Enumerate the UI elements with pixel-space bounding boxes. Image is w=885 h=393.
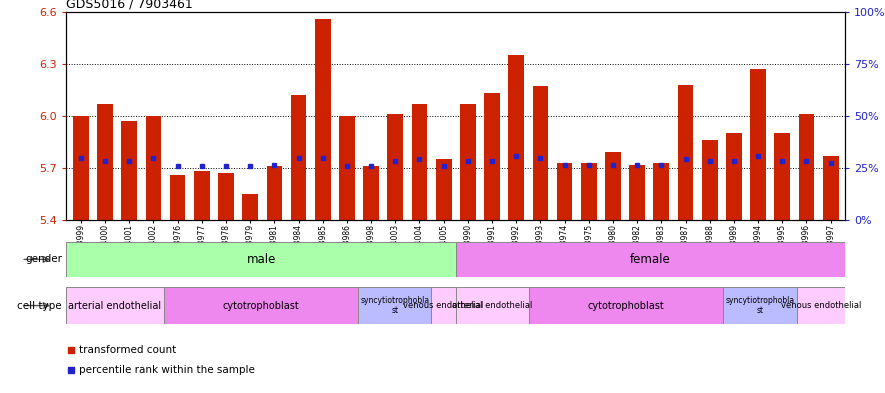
Bar [363, 166, 379, 220]
Bar [581, 163, 596, 220]
Text: gender: gender [25, 254, 62, 264]
Bar [431, 287, 456, 324]
Bar [533, 86, 549, 220]
Bar [170, 175, 186, 220]
Text: percentile rank within the sample: percentile rank within the sample [79, 365, 255, 375]
Text: syncytiotrophobla
st: syncytiotrophobla st [360, 296, 429, 315]
Bar [266, 166, 282, 220]
Bar [290, 95, 306, 220]
Text: venous endothelial: venous endothelial [404, 301, 484, 310]
Bar [164, 287, 358, 324]
Bar [121, 121, 137, 220]
Bar [798, 114, 814, 220]
Text: venous endothelial: venous endothelial [781, 301, 861, 310]
Text: female: female [630, 253, 671, 266]
Bar [557, 163, 573, 220]
Bar [339, 116, 355, 220]
Text: cytotrophoblast: cytotrophoblast [588, 301, 665, 310]
Bar [194, 171, 210, 220]
Bar [97, 104, 113, 220]
Bar [66, 242, 456, 277]
Bar [724, 287, 796, 324]
Bar [702, 140, 718, 220]
Bar [823, 156, 838, 220]
Bar [796, 287, 845, 324]
Bar [508, 55, 524, 220]
Bar [605, 152, 621, 220]
Bar [358, 287, 431, 324]
Bar [456, 242, 845, 277]
Bar [653, 163, 669, 220]
Bar [73, 116, 88, 220]
Text: arterial endothelial: arterial endothelial [452, 301, 533, 310]
Text: cell type: cell type [18, 301, 62, 310]
Text: male: male [246, 253, 276, 266]
Bar [456, 287, 528, 324]
Bar [460, 104, 476, 220]
Bar [315, 19, 331, 220]
Text: arterial endothelial: arterial endothelial [68, 301, 162, 310]
Bar [435, 159, 451, 220]
Bar [388, 114, 404, 220]
Bar [66, 287, 164, 324]
Text: cytotrophoblast: cytotrophoblast [223, 301, 299, 310]
Text: GDS5016 / 7903461: GDS5016 / 7903461 [66, 0, 193, 11]
Bar [629, 165, 645, 220]
Text: syncytiotrophobla
st: syncytiotrophobla st [726, 296, 795, 315]
Bar [146, 116, 161, 220]
Bar [529, 287, 724, 324]
Bar [484, 94, 500, 220]
Bar [218, 173, 234, 220]
Text: transformed count: transformed count [79, 345, 176, 355]
Bar [242, 194, 258, 220]
Bar [774, 133, 790, 220]
Bar [678, 84, 694, 220]
Bar [412, 104, 427, 220]
Bar [750, 69, 766, 220]
Bar [726, 133, 742, 220]
